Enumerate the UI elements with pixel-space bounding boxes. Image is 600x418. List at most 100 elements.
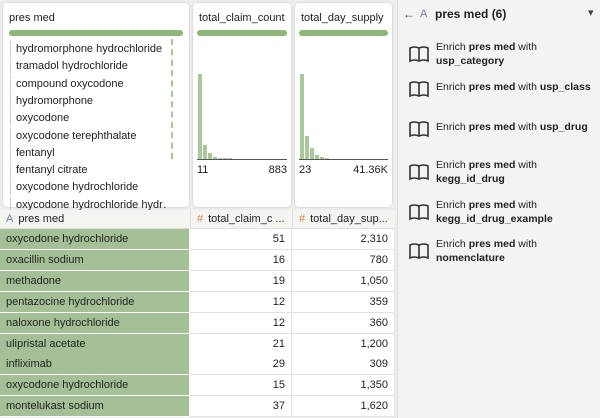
enrich-join: with <box>518 238 537 250</box>
column-label: total_day_sup... <box>310 213 388 225</box>
completeness-bar <box>299 30 388 36</box>
name-cell: oxycodone hydrochloride <box>0 229 190 250</box>
enrich-join: with <box>518 159 537 171</box>
enrich-item[interactable]: Enrich pres med with kegg_id_drug_example <box>406 198 596 232</box>
max-label: 883 <box>268 164 287 176</box>
number-cell: 1,620 <box>292 396 395 418</box>
list-item: hydromorphone <box>10 92 166 109</box>
enrich-subject: pres med <box>468 238 516 250</box>
histogram-baseline <box>299 159 388 160</box>
min-label: 11 <box>197 164 209 176</box>
enrich-subject: pres med <box>468 41 516 53</box>
number-cell: 15 <box>190 375 292 397</box>
number-cell: 37 <box>190 396 292 418</box>
number-cell: 1,050 <box>292 270 395 292</box>
histogram-bar <box>198 74 202 159</box>
completeness-bar <box>9 30 183 36</box>
histogram-bar <box>305 135 309 159</box>
enrich-item[interactable]: Enrich pres med with nomenclature <box>406 237 596 271</box>
list-item: fentanyl citrate <box>10 162 166 179</box>
enrich-target: usp_drug <box>539 121 588 133</box>
list-item: oxycodone terephthalate <box>10 127 166 144</box>
number-cell: 12 <box>190 312 292 334</box>
number-cell: 16 <box>190 249 292 271</box>
enrich-join: with <box>518 121 537 133</box>
column-type-icon: A <box>6 213 14 225</box>
column-header[interactable]: # total_day_sup... <box>292 210 395 229</box>
enrich-verb: Enrich <box>436 159 466 171</box>
column-type-icon: # <box>197 213 204 225</box>
side-panel: ← A pres med (6) ▾ Enrich pres med with u… <box>397 0 600 418</box>
min-label: 23 <box>299 164 312 176</box>
panel-title: pres med (6) <box>435 7 507 21</box>
enrich-verb: Enrich <box>436 238 466 250</box>
enrich-subject: pres med <box>468 121 516 133</box>
name-cell: infliximab <box>0 354 190 376</box>
enrich-item[interactable]: Enrich pres med with usp_drug <box>406 120 596 154</box>
enrich-target: kegg_id_drug_example <box>436 213 553 225</box>
column-label: pres med <box>18 213 65 225</box>
number-cell: 780 <box>292 249 395 271</box>
number-cell: 29 <box>190 354 292 376</box>
number-cell: 1,350 <box>292 375 395 397</box>
list-item: compound oxycodone <box>10 75 166 92</box>
back-button[interactable]: ← <box>403 7 415 21</box>
name-cell: montelukast sodium <box>0 396 190 418</box>
name-cell: ulipristal acetate <box>0 333 190 355</box>
name-cell: methadone <box>0 270 190 292</box>
enrich-verb: Enrich <box>436 81 466 93</box>
enrich-target: usp_class <box>539 81 591 93</box>
column-label: total_claim_c ... <box>208 213 285 225</box>
enrich-text: Enrich pres med with kegg_id_drug_example <box>436 198 596 226</box>
enrich-subject: pres med <box>468 199 516 211</box>
histogram-bar <box>223 158 227 159</box>
list-item: oxycodone <box>10 110 166 127</box>
histogram-card: total_day_supply 23 41.36K <box>295 3 392 207</box>
histogram-bar <box>228 158 232 159</box>
list-card: pres med hydromorphone hydrochloride tram… <box>3 3 189 213</box>
list-scroll-distribution <box>171 39 185 159</box>
enrich-verb: Enrich <box>436 41 466 53</box>
card-title: total_day_supply <box>301 12 384 24</box>
enrich-subject: pres med <box>468 81 516 93</box>
number-cell: 19 <box>190 270 292 292</box>
column-type-icon: # <box>299 213 306 225</box>
book-icon <box>409 204 429 221</box>
enrich-join: with <box>518 199 537 211</box>
completeness-bar <box>197 30 287 36</box>
type-icon: A <box>420 8 428 20</box>
enrich-target: nomenclature <box>436 252 505 264</box>
enrich-item[interactable]: Enrich pres med with usp_class <box>406 80 596 114</box>
number-cell: 359 <box>292 291 395 313</box>
enrich-verb: Enrich <box>436 121 466 133</box>
number-cell: 309 <box>292 354 395 376</box>
number-cell: 12 <box>190 291 292 313</box>
name-cell: oxacillin sodium <box>0 249 190 271</box>
card-title: pres med <box>9 12 55 24</box>
number-cell: 21 <box>190 333 292 355</box>
histogram-bar <box>218 158 222 159</box>
histogram-bar <box>300 74 304 159</box>
histogram-bar <box>213 157 217 159</box>
histogram-bar <box>315 154 319 159</box>
number-cell: 2,310 <box>292 229 395 250</box>
book-icon <box>409 81 429 98</box>
menu-button[interactable]: ▾ <box>588 7 594 19</box>
enrich-text: Enrich pres med with usp_category <box>436 40 596 68</box>
enrich-item[interactable]: Enrich pres med with usp_category <box>406 40 596 74</box>
histogram-baseline <box>197 159 287 160</box>
enrich-target: kegg_id_drug <box>436 173 505 185</box>
name-cell: oxycodone hydrochloride <box>0 375 190 397</box>
name-cell: pentazocine hydrochloride <box>0 291 190 313</box>
book-icon <box>409 164 429 181</box>
enrich-text: Enrich pres med with usp_drug <box>436 120 596 134</box>
book-icon <box>409 46 429 63</box>
histogram-bar <box>325 157 329 159</box>
column-header[interactable]: # total_claim_c ... <box>190 210 292 229</box>
name-cell: naloxone hydrochloride <box>0 312 190 334</box>
enrich-item[interactable]: Enrich pres med with kegg_id_drug <box>406 158 596 192</box>
max-label: 41.36K <box>353 164 388 176</box>
